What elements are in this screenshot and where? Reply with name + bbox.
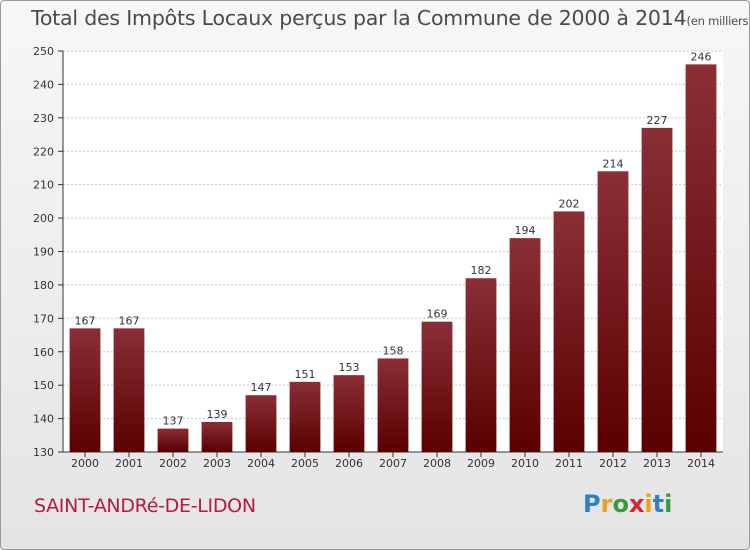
- data-label: 246: [691, 50, 712, 63]
- x-tick-label: 2008: [423, 457, 451, 470]
- y-tick-label: 140: [33, 413, 54, 426]
- bar: [157, 428, 189, 452]
- y-tick-label: 250: [33, 45, 54, 58]
- bar: [465, 278, 497, 452]
- y-tick-label: 200: [33, 212, 54, 225]
- data-label: 227: [647, 114, 668, 127]
- chart-title-unit: (en milliers d'€): [686, 14, 749, 28]
- data-label: 153: [339, 361, 360, 374]
- y-tick-label: 150: [33, 379, 54, 392]
- x-tick-label: 2002: [159, 457, 187, 470]
- y-tick-label: 220: [33, 145, 54, 158]
- data-label: 169: [427, 308, 448, 321]
- x-tick-label: 2014: [687, 457, 715, 470]
- data-label: 167: [75, 314, 96, 327]
- chart-title-text: Total des Impôts Locaux perçus par la Co…: [31, 6, 687, 30]
- y-tick-label: 190: [33, 246, 54, 259]
- bar: [685, 64, 717, 452]
- x-tick-label: 2003: [203, 457, 231, 470]
- x-tick-label: 2000: [71, 457, 99, 470]
- data-label: 214: [603, 157, 624, 170]
- x-tick-label: 2013: [643, 457, 671, 470]
- data-label: 139: [207, 408, 228, 421]
- bar: [377, 358, 409, 452]
- data-label: 167: [119, 314, 140, 327]
- bar: [597, 171, 629, 453]
- y-tick-label: 230: [33, 112, 54, 125]
- proxiti-logo: Proxiti: [583, 490, 673, 518]
- data-label: 182: [471, 264, 492, 277]
- bar: [113, 328, 145, 452]
- y-tick-label: 240: [33, 78, 54, 91]
- data-label: 151: [295, 368, 316, 381]
- bar: [245, 395, 277, 452]
- bar: [333, 375, 365, 452]
- bar: [641, 127, 673, 452]
- x-tick-label: 2006: [335, 457, 363, 470]
- y-tick-label: 130: [33, 446, 54, 459]
- data-label: 147: [251, 381, 272, 394]
- y-tick-label: 210: [33, 179, 54, 192]
- x-tick-label: 2004: [247, 457, 275, 470]
- data-label: 158: [383, 344, 404, 357]
- bar: [201, 421, 233, 452]
- bar: [289, 381, 321, 452]
- x-tick-label: 2012: [599, 457, 627, 470]
- data-label: 202: [559, 197, 580, 210]
- y-tick-label: 160: [33, 346, 54, 359]
- y-tick-label: 180: [33, 279, 54, 292]
- x-tick-label: 2007: [379, 457, 407, 470]
- data-label: 137: [163, 415, 184, 428]
- x-tick-label: 2005: [291, 457, 319, 470]
- data-label: 194: [515, 224, 536, 237]
- commune-name: SAINT-ANDRé-DE-LIDON: [34, 495, 256, 517]
- x-tick-label: 2009: [467, 457, 495, 470]
- x-tick-label: 2011: [555, 457, 583, 470]
- bar: [553, 211, 585, 452]
- x-tick-label: 2001: [115, 457, 143, 470]
- bar: [509, 238, 541, 452]
- chart-title: Total des Impôts Locaux perçus par la Co…: [31, 6, 749, 30]
- y-tick-label: 170: [33, 312, 54, 325]
- bar: [69, 328, 101, 452]
- x-tick-label: 2010: [511, 457, 539, 470]
- bar: [421, 321, 453, 452]
